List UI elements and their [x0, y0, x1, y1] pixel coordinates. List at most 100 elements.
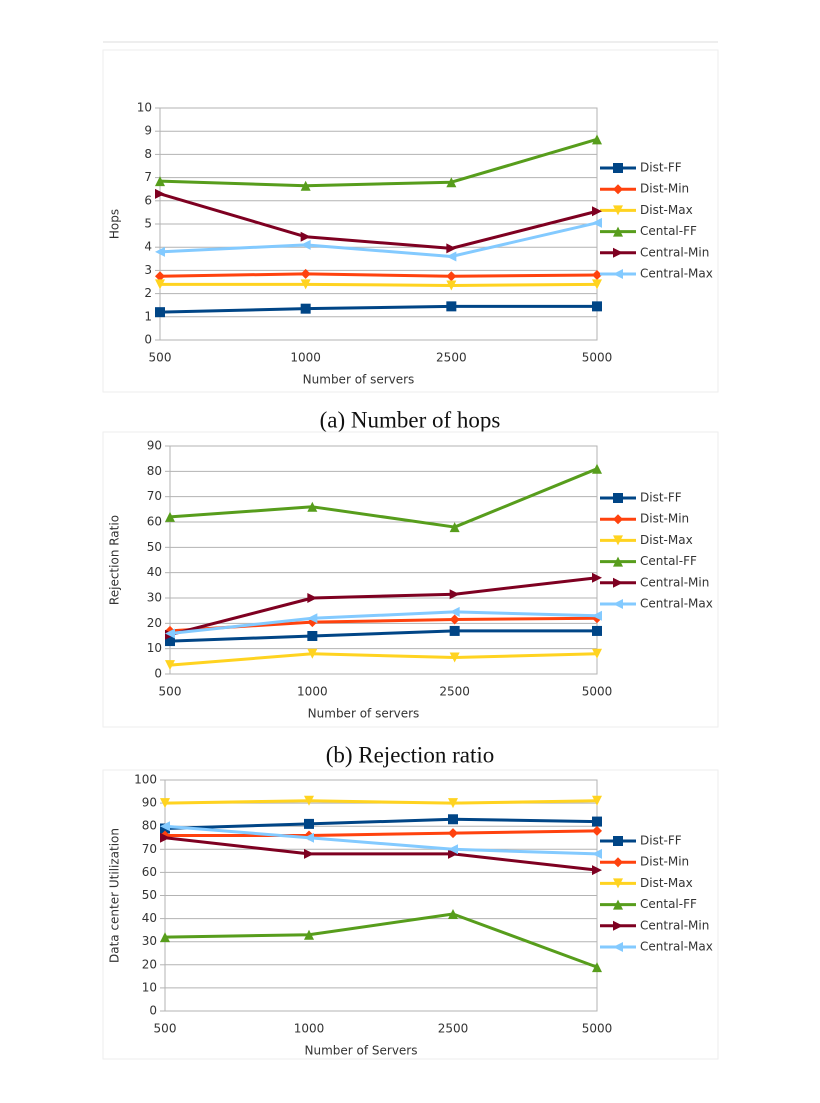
data-point [449, 522, 460, 533]
series-line [169, 610, 598, 635]
legend-label: Cental-FF [640, 897, 697, 911]
y-axis-label: Rejection Ratio [108, 515, 122, 605]
legend-marker [613, 514, 623, 525]
data-point [592, 217, 602, 228]
legend-label: Dist-FF [640, 161, 682, 175]
y-tick-label: 50 [142, 888, 157, 902]
y-tick-label: 90 [147, 439, 162, 453]
legend-label: Cental-FF [640, 224, 697, 238]
x-tick-label: 500 [149, 351, 172, 365]
series-line [159, 137, 598, 188]
data-point [446, 280, 457, 291]
legend-marker [613, 269, 623, 279]
y-tick-label: 5 [144, 217, 152, 231]
legend-label: Dist-FF [640, 834, 682, 848]
data-point [449, 589, 460, 600]
data-point [160, 821, 170, 832]
x-axis-label: Number of servers [308, 707, 420, 721]
legend-marker [613, 247, 623, 258]
data-point [592, 648, 602, 659]
chart-panel [102, 769, 719, 1060]
chart-panel [102, 431, 719, 728]
data-point [446, 271, 457, 282]
data-point [592, 825, 602, 836]
data-point [448, 814, 458, 825]
y-tick-label: 40 [142, 911, 157, 925]
series-line [164, 836, 598, 872]
y-tick-label: 0 [144, 333, 152, 347]
data-point [165, 636, 175, 647]
series-line [164, 799, 598, 805]
y-tick-label: 0 [154, 667, 162, 681]
legend-label: Dist-Max [640, 876, 693, 890]
data-point [307, 501, 318, 512]
data-point [449, 625, 460, 636]
legend-label: Central-Max [640, 267, 713, 281]
x-tick-label: 500 [154, 1022, 177, 1036]
data-point [304, 818, 314, 829]
data-point [165, 628, 175, 639]
series-line [165, 829, 598, 837]
data-point [304, 929, 314, 940]
caption: (a) Number of hops [320, 407, 501, 432]
data-point [448, 798, 458, 809]
series-line [160, 282, 598, 287]
data-point [304, 832, 314, 843]
data-point [446, 251, 457, 262]
plot-frame [164, 779, 598, 1012]
series-line [159, 272, 598, 278]
data-point [155, 271, 165, 282]
data-point [300, 231, 311, 242]
data-point [592, 848, 602, 859]
y-tick-label: 20 [142, 957, 157, 971]
data-point [592, 865, 602, 876]
data-point [449, 614, 460, 625]
legend-marker [613, 535, 623, 546]
y-tick-label: 100 [134, 773, 157, 787]
legend-marker [613, 920, 623, 931]
data-point [446, 243, 457, 254]
data-point [446, 177, 457, 188]
series-line [159, 221, 598, 258]
y-tick-label: 80 [147, 464, 162, 478]
data-point [449, 652, 460, 663]
plot-frame [169, 445, 598, 675]
data-point [592, 279, 602, 290]
series-line [169, 467, 598, 529]
x-tick-label: 2500 [436, 351, 467, 365]
data-point [160, 932, 170, 943]
data-point [165, 660, 175, 671]
data-point [300, 279, 311, 290]
x-tick-label: 5000 [582, 685, 613, 699]
data-point [592, 134, 602, 145]
legend-label: Dist-Min [640, 182, 689, 196]
y-tick-label: 70 [142, 842, 157, 856]
x-tick-label: 2500 [439, 685, 470, 699]
x-axis-label: Number of servers [303, 373, 415, 387]
y-tick-label: 2 [144, 286, 152, 300]
y-tick-label: 6 [144, 193, 152, 207]
y-tick-label: 70 [147, 489, 162, 503]
x-tick-label: 1000 [294, 1022, 325, 1036]
y-tick-label: 10 [147, 641, 162, 655]
y-tick-label: 10 [137, 101, 152, 115]
legend-label: Central-Max [640, 940, 713, 954]
x-tick-label: 5000 [582, 351, 613, 365]
legend-label: Central-Min [640, 575, 709, 589]
data-point [300, 239, 311, 250]
data-point [592, 625, 602, 636]
caption: (b) Rejection ratio [326, 742, 495, 767]
y-axis-label: Data center Utilization [108, 828, 122, 963]
data-point [592, 270, 602, 281]
data-point [300, 180, 311, 191]
data-point [592, 795, 602, 806]
legend-marker [613, 163, 623, 173]
data-point [165, 511, 175, 522]
data-point [448, 844, 458, 855]
data-point [307, 631, 318, 641]
y-tick-label: 9 [144, 124, 152, 138]
data-point [449, 606, 460, 617]
series-line [164, 912, 598, 969]
data-point [155, 246, 165, 257]
legend-marker [613, 878, 623, 889]
